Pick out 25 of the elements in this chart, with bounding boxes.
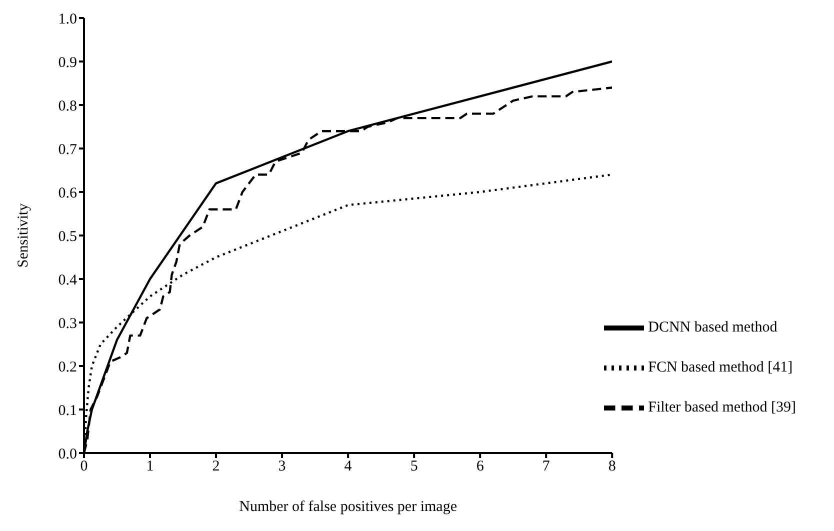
x-tick-label: 4	[344, 458, 352, 475]
y-tick-label: 1.0	[58, 11, 77, 28]
x-tick-label: 2	[212, 458, 220, 475]
x-tick-label: 0	[80, 458, 88, 475]
legend-label: FCN based method [41]	[648, 359, 793, 376]
x-tick-label: 3	[278, 458, 286, 475]
y-tick-label: 0.3	[58, 316, 77, 332]
y-tick-label: 0.0	[58, 446, 77, 462]
x-tick-label: 1	[146, 458, 154, 475]
y-axis-title: Sensitivity	[15, 202, 32, 268]
x-tick-label: 6	[476, 458, 484, 475]
y-tick-label: 0.5	[58, 228, 77, 245]
y-tick-label: 0.4	[58, 272, 78, 288]
y-tick-label: 0.8	[58, 98, 77, 114]
x-tick-label: 8	[608, 458, 616, 475]
y-tick-label: 0.6	[58, 185, 78, 202]
legend-label: Filter based method [39]	[648, 399, 796, 416]
x-tick-label: 5	[410, 458, 418, 475]
y-tick-label: 0.7	[58, 142, 78, 158]
x-tick-label: 7	[542, 458, 550, 475]
y-tick-label: 0.1	[58, 402, 77, 419]
x-axis-title: Number of false positives per image	[239, 499, 458, 515]
y-tick-label: 0.9	[58, 54, 77, 71]
y-tick-label: 0.2	[58, 359, 77, 376]
legend-label: DCNN based method	[648, 319, 778, 336]
